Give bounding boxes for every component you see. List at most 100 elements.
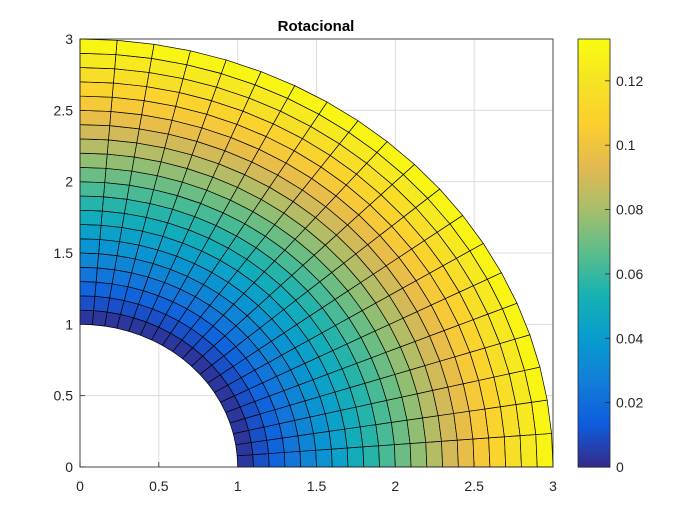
colorbar-slice <box>578 231 610 236</box>
colorbar-slice <box>578 345 610 350</box>
colorbar-slice <box>578 238 610 243</box>
colorbar-slice <box>578 224 610 229</box>
colorbar-slice <box>578 409 610 415</box>
colorbar-slice <box>578 106 610 111</box>
colorbar-slice <box>578 395 610 400</box>
colorbar-slice <box>578 188 610 193</box>
mesh-cell <box>79 109 112 127</box>
colorbar-slice <box>578 185 610 190</box>
mesh-cell <box>425 440 443 468</box>
colorbar-tick-label: 0.08 <box>616 202 643 218</box>
colorbar-slice <box>578 356 610 361</box>
mesh-cell <box>331 447 349 468</box>
colorbar-slice <box>578 124 610 129</box>
mesh-cell <box>100 210 125 228</box>
mesh-cell <box>282 435 301 453</box>
mesh-cell <box>441 439 459 468</box>
colorbar-slice <box>578 53 610 58</box>
colorbar-slice <box>578 427 610 432</box>
y-tick-label: 3 <box>65 31 73 47</box>
colorbar-slice <box>578 210 610 215</box>
mesh-cell <box>101 196 128 214</box>
mesh-cell <box>79 38 118 55</box>
mesh-cell <box>472 437 491 468</box>
colorbar-slice <box>578 71 610 76</box>
colorbar-slice <box>578 288 610 293</box>
mesh-cell <box>346 446 365 468</box>
colorbar-slice <box>578 138 610 144</box>
colorbar-slice <box>578 274 610 279</box>
colorbar-slice <box>578 267 610 272</box>
colorbar-slice <box>578 406 610 411</box>
mesh-cell <box>79 152 108 169</box>
mesh-cell <box>79 195 104 212</box>
colorbar-slice <box>578 49 610 54</box>
colorbar-slice <box>578 324 610 329</box>
colorbar-slice <box>578 317 610 322</box>
colorbar-slice <box>578 113 610 119</box>
mesh <box>79 38 554 468</box>
colorbar-slice <box>578 46 610 51</box>
mesh-cell <box>378 444 396 468</box>
y-tick-label: 0.5 <box>54 388 74 404</box>
colorbar-slice <box>578 260 610 265</box>
colorbar-tick-label: 0.02 <box>616 395 643 411</box>
y-axis: 0 0.5 1 1.5 2 2.5 3 <box>54 31 85 475</box>
colorbar-tick-label: 0.06 <box>616 266 643 282</box>
y-tick-label: 0 <box>65 459 73 475</box>
mesh-cell <box>79 124 111 141</box>
colorbar-slice <box>578 103 610 108</box>
mesh-cell <box>96 253 118 271</box>
mesh-cell <box>79 252 99 269</box>
colorbar-slice <box>578 374 610 379</box>
colorbar-slice <box>578 195 610 201</box>
colorbar-slice <box>578 131 610 136</box>
colorbar-slice <box>578 39 610 44</box>
colorbar-slice <box>578 213 610 218</box>
colorbar-slice <box>578 388 610 393</box>
colorbar-slice <box>578 110 610 115</box>
mesh-cell <box>328 428 348 450</box>
colorbar-slice <box>578 459 610 465</box>
colorbar-slice <box>578 42 610 47</box>
mesh-cell <box>91 310 108 327</box>
colorbar-slice <box>578 235 610 240</box>
colorbar-slice <box>578 192 610 197</box>
colorbar-slice <box>578 142 610 147</box>
colorbar-slice <box>578 299 610 304</box>
colorbar-slice <box>578 270 610 275</box>
colorbar-slice <box>578 463 610 468</box>
colorbar-slice <box>578 249 610 254</box>
colorbar-slice <box>578 367 610 372</box>
mesh-cell <box>79 238 101 255</box>
colorbar-slice <box>578 56 610 61</box>
mesh-cell <box>359 424 380 448</box>
colorbar-slice <box>578 153 610 158</box>
colorbar-slice <box>578 456 610 461</box>
mesh-cell <box>79 281 97 297</box>
mesh-cell <box>488 436 507 468</box>
mesh-cell <box>79 67 116 84</box>
mesh-cell <box>79 209 103 226</box>
colorbar-slice <box>578 402 610 407</box>
mesh-cell <box>79 81 114 98</box>
colorbar-slice <box>578 431 610 436</box>
colorbar-slice <box>578 253 610 258</box>
mesh-cell <box>504 435 522 468</box>
y-tick-label: 2 <box>65 174 73 190</box>
colorbar-slice <box>578 170 610 176</box>
mesh-cell <box>79 138 109 155</box>
colorbar-slice <box>578 442 610 447</box>
colorbar-slice <box>578 295 610 300</box>
mesh-cell <box>344 426 364 449</box>
colorbar-slice <box>578 377 610 382</box>
mesh-cell <box>519 434 538 468</box>
mesh-cell <box>95 267 115 285</box>
mesh-cell <box>236 454 254 468</box>
colorbar-slice <box>578 81 610 86</box>
x-tick-label: 2 <box>391 478 399 494</box>
mesh-cell <box>535 433 554 468</box>
mesh-cell <box>266 437 285 454</box>
colorbar-slice <box>578 302 610 308</box>
